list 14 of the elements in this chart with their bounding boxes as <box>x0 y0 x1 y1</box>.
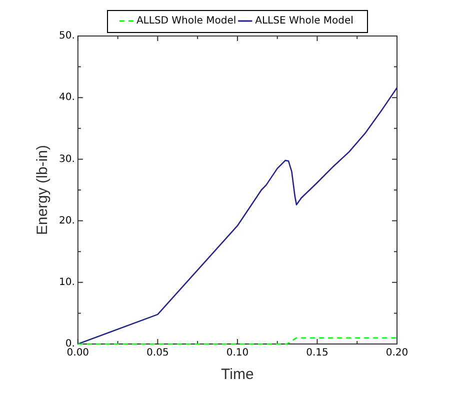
y-axis-title: Energy (lb-in) <box>34 144 52 236</box>
x-axis-title: Time <box>221 366 254 384</box>
y-tick-label: 30. <box>58 154 75 165</box>
x-tick-label: 0.15 <box>306 348 328 359</box>
legend-label: ALLSE Whole Model <box>255 16 354 27</box>
y-tick-label: 20. <box>58 215 75 226</box>
y-tick-label: 40. <box>58 92 75 104</box>
y-tick-label: 50. <box>58 30 75 42</box>
x-tick-label: 0.00 <box>66 348 90 359</box>
y-tick-label: 10. <box>58 276 75 288</box>
x-tick-label: 0.10 <box>226 348 249 359</box>
legend-label: ALLSD Whole Model <box>136 16 236 27</box>
x-tick-label: 0.20 <box>386 348 408 359</box>
x-tick-label: 0.05 <box>146 348 169 359</box>
